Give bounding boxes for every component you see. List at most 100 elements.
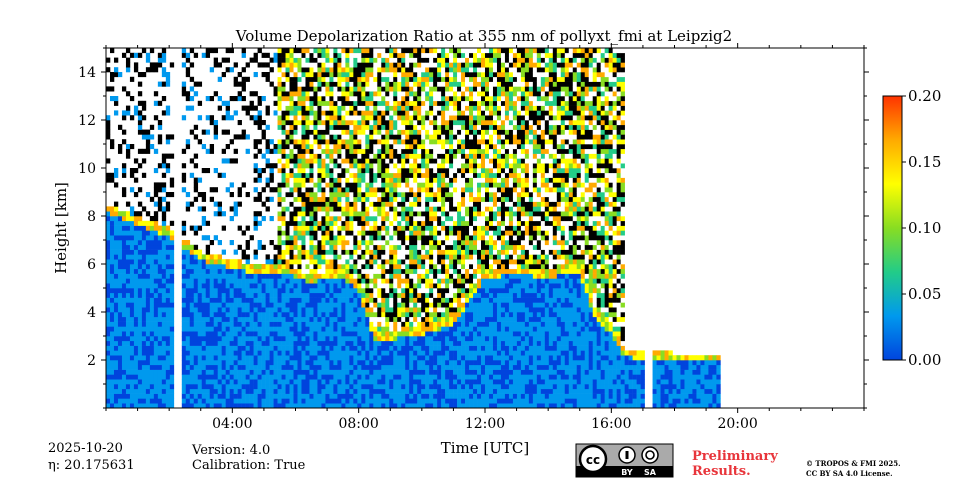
heatmap-cell xyxy=(321,211,326,217)
heatmap-cell xyxy=(205,364,211,370)
heatmap-cell xyxy=(321,283,326,289)
heatmap-cell xyxy=(393,62,398,68)
heatmap-cell xyxy=(153,307,159,313)
heatmap-cell xyxy=(121,192,127,198)
heatmap-cell xyxy=(225,283,230,289)
heatmap-cell xyxy=(121,52,127,58)
heatmap-cell xyxy=(253,360,258,366)
heatmap-cell xyxy=(161,172,167,178)
heatmap-cell xyxy=(221,379,226,385)
heatmap-cell xyxy=(437,331,442,337)
heatmap-cell xyxy=(273,100,278,106)
heatmap-cell xyxy=(137,360,143,366)
heatmap-cell xyxy=(329,283,334,289)
heatmap-cell xyxy=(189,350,195,356)
heatmap-cell xyxy=(233,355,238,361)
heatmap-cell xyxy=(106,268,111,274)
heatmap-cell xyxy=(389,134,394,140)
heatmap-cell xyxy=(433,67,438,73)
heatmap-cell xyxy=(313,235,318,241)
heatmap-cell xyxy=(329,110,334,116)
heatmap-cell xyxy=(329,172,334,178)
heatmap-cell xyxy=(165,364,171,370)
heatmap-cell xyxy=(229,268,234,274)
heatmap-cell xyxy=(365,124,370,130)
heatmap-cell xyxy=(409,139,414,145)
heatmap-cell xyxy=(269,273,274,279)
heatmap-cell xyxy=(113,374,119,380)
heatmap-cell xyxy=(325,110,330,116)
heatmap-cell xyxy=(365,96,370,102)
heatmap-cell xyxy=(353,321,358,327)
heatmap-cell xyxy=(289,172,294,178)
heatmap-cell xyxy=(181,62,187,68)
heatmap-cell xyxy=(305,364,310,370)
heatmap-cell xyxy=(205,340,211,346)
heatmap-cell xyxy=(185,292,191,298)
heatmap-cell xyxy=(129,187,135,193)
heatmap-cell xyxy=(305,57,310,63)
heatmap-cell xyxy=(277,259,282,265)
heatmap-cell xyxy=(161,254,167,260)
heatmap-cell xyxy=(373,240,378,246)
heatmap-cell xyxy=(325,268,330,274)
heatmap-cell xyxy=(257,244,262,250)
heatmap-cell xyxy=(317,129,322,135)
heatmap-cell xyxy=(233,398,238,404)
heatmap-cell xyxy=(329,312,334,318)
heatmap-cell xyxy=(201,259,207,265)
heatmap-cell xyxy=(277,292,282,298)
heatmap-cell xyxy=(109,292,115,298)
heatmap-cell xyxy=(385,48,390,54)
heatmap-cell xyxy=(289,225,294,231)
heatmap-cell xyxy=(433,168,438,174)
heatmap-cell xyxy=(305,110,310,116)
heatmap-cell xyxy=(285,312,290,318)
heatmap-cell xyxy=(313,100,318,106)
heatmap-cell xyxy=(289,403,294,409)
heatmap-cell xyxy=(437,230,442,236)
heatmap-cell xyxy=(305,244,310,250)
heatmap-cell xyxy=(385,240,390,246)
heatmap-cell xyxy=(369,163,374,169)
heatmap-cell xyxy=(297,403,302,409)
heatmap-cell xyxy=(393,379,398,385)
heatmap-cell xyxy=(106,388,111,394)
heatmap-cell xyxy=(389,120,394,126)
heatmap-cell xyxy=(433,249,438,255)
heatmap-cell xyxy=(405,244,410,250)
heatmap-cell xyxy=(413,307,418,313)
heatmap-cell xyxy=(421,268,426,274)
heatmap-cell xyxy=(197,403,203,409)
heatmap-cell xyxy=(153,259,159,265)
heatmap-cell xyxy=(277,196,282,202)
heatmap-cell xyxy=(361,129,366,135)
heatmap-cell xyxy=(425,259,430,265)
heatmap-cell xyxy=(305,288,310,294)
heatmap-cell xyxy=(325,374,330,380)
heatmap-cell xyxy=(181,259,187,265)
heatmap-cell xyxy=(341,384,346,390)
heatmap-cell xyxy=(321,120,326,126)
heatmap-cell xyxy=(265,331,270,337)
heatmap-cell xyxy=(109,220,115,226)
heatmap-cell xyxy=(421,110,426,116)
heatmap-cell xyxy=(385,72,390,78)
heatmap-cell xyxy=(353,249,358,255)
heatmap-cell xyxy=(237,393,242,399)
heatmap-cell xyxy=(385,153,390,159)
heatmap-cell xyxy=(305,254,310,260)
heatmap-cell xyxy=(405,374,410,380)
heatmap-cell xyxy=(389,196,394,202)
heatmap-cell xyxy=(357,158,362,164)
heatmap-cell xyxy=(309,336,314,342)
heatmap-cell xyxy=(293,129,298,135)
heatmap-cell xyxy=(325,230,330,236)
heatmap-cell xyxy=(369,81,374,87)
heatmap-cell xyxy=(249,316,254,322)
heatmap-cell xyxy=(113,350,119,356)
heatmap-cell xyxy=(381,115,386,121)
heatmap-cell xyxy=(205,398,211,404)
heatmap-cell xyxy=(381,168,386,174)
heatmap-cell xyxy=(421,139,426,145)
